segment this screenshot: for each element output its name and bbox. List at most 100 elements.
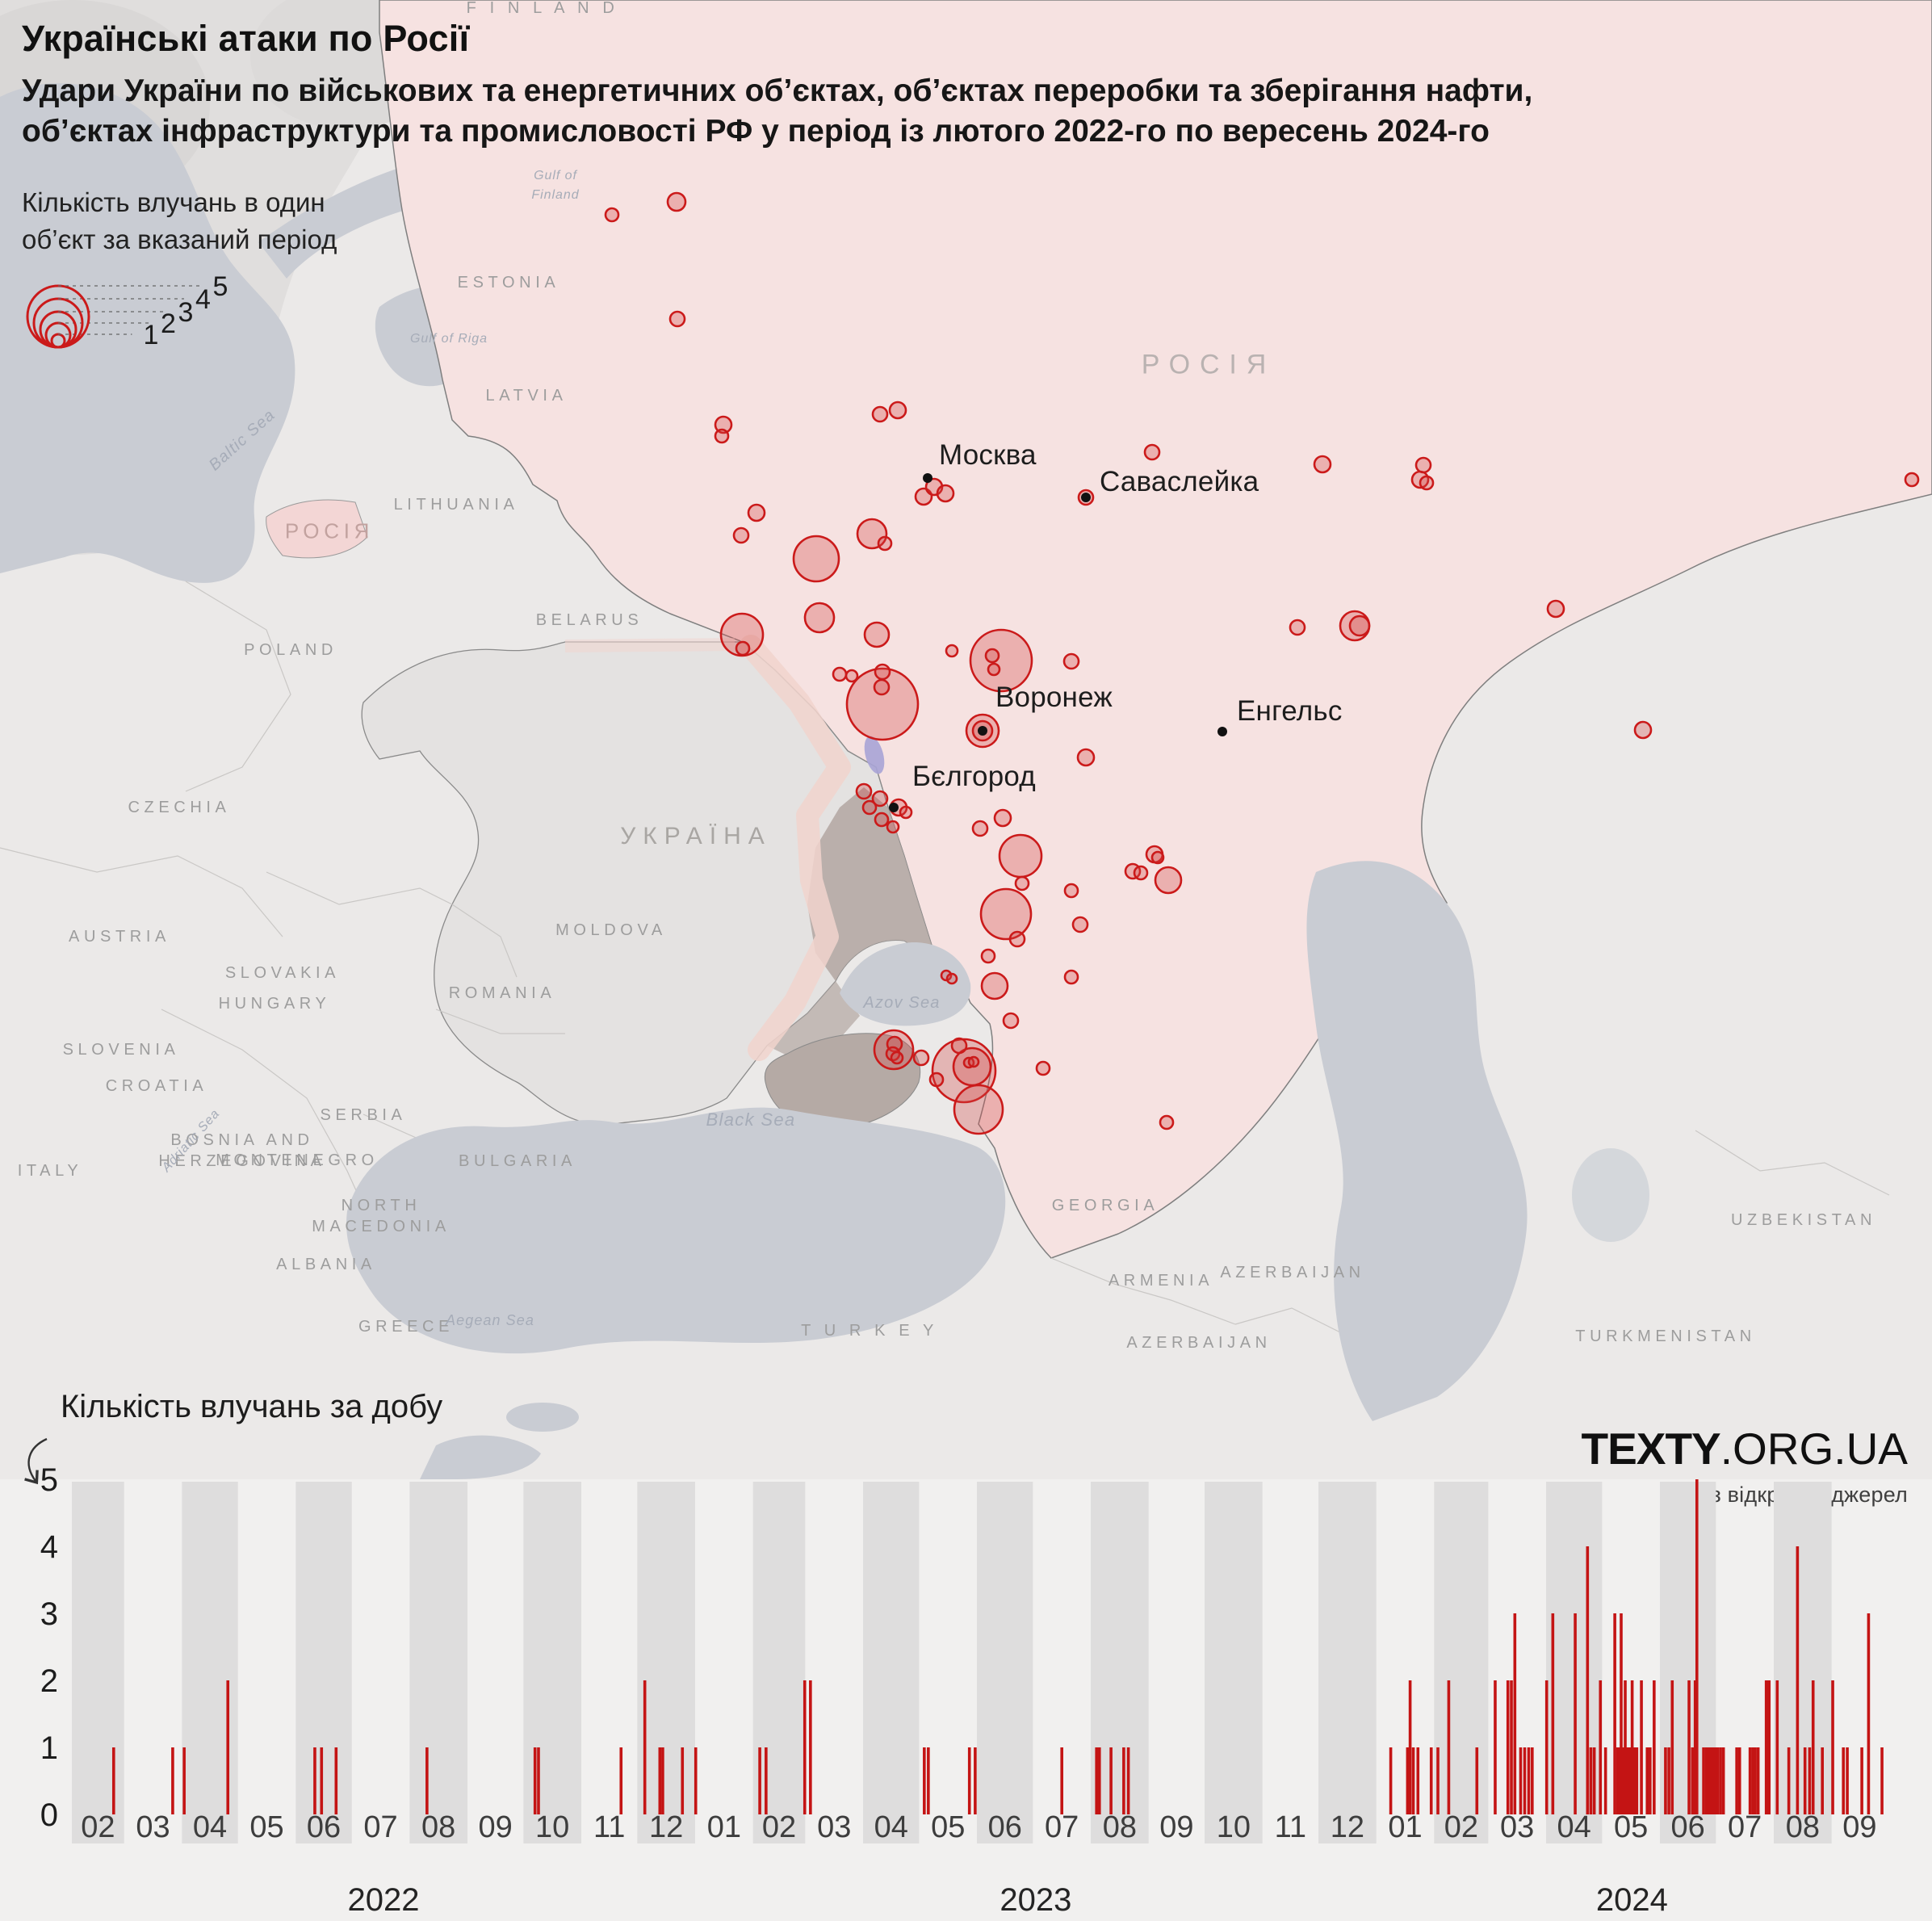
attack-bar	[1632, 1747, 1637, 1814]
attack-bar	[1702, 1747, 1705, 1814]
attack-bubble	[666, 191, 687, 212]
month-tick: 05	[249, 1810, 283, 1844]
attack-bubble	[1014, 875, 1030, 891]
country-label-poland: POLAND	[244, 641, 337, 659]
country-label-uzbekistan: UZBEKISTAN	[1730, 1211, 1877, 1229]
attack-bar	[1416, 1747, 1420, 1814]
attack-bubble	[886, 820, 900, 834]
country-label-bosnia-and-herzegovina: BOSNIA AND HERZEGOVINA	[158, 1131, 326, 1170]
month-tick: 10	[535, 1810, 569, 1844]
attack-bar	[1122, 1747, 1125, 1814]
month-tick: 08	[421, 1810, 455, 1844]
attack-bar	[1626, 1747, 1629, 1814]
month-tick: 09	[479, 1810, 513, 1844]
month-tick: 11	[1275, 1810, 1306, 1844]
attack-bar	[694, 1747, 698, 1814]
attack-bubble	[855, 782, 873, 800]
title-arrow	[24, 1437, 48, 1485]
attack-bar	[1411, 1747, 1415, 1814]
attack-bubbles-layer	[604, 191, 1920, 1135]
attack-bubble	[1904, 472, 1920, 488]
attack-bar	[1767, 1680, 1771, 1814]
attack-bar	[1618, 1747, 1622, 1814]
attack-bar	[1603, 1747, 1607, 1814]
attack-bar	[1095, 1747, 1098, 1814]
attack-bubble	[668, 310, 686, 328]
country-label-latvia: LATVIA	[485, 387, 568, 405]
attack-bar	[1060, 1747, 1064, 1814]
attack-bar	[1748, 1747, 1752, 1814]
country-label-austria: AUSTRIA	[69, 928, 170, 946]
city-dots-layer	[889, 473, 1227, 812]
garabogaz-gulf	[1572, 1148, 1649, 1242]
country-label-czechia: CZECHIA	[128, 799, 231, 816]
country-label-italy: ITALY	[17, 1162, 83, 1180]
attack-bar	[1447, 1680, 1451, 1814]
month-band	[72, 1482, 124, 1843]
month-band	[863, 1482, 920, 1843]
y-tick-3: 3	[40, 1596, 58, 1632]
country-label-belarus: BELARUS	[535, 611, 643, 629]
year-label-2022: 2022	[348, 1882, 420, 1918]
attack-bar	[619, 1747, 623, 1814]
attack-bar	[1751, 1747, 1755, 1814]
attack-bar	[1842, 1747, 1846, 1814]
month-band	[295, 1482, 352, 1843]
attack-bar	[1846, 1747, 1849, 1814]
attack-bar	[1527, 1747, 1531, 1814]
attack-bar	[1803, 1747, 1807, 1814]
russia-region	[379, 0, 1932, 1259]
attack-bubble	[861, 799, 878, 816]
country-label-albania: ALBANIA	[276, 1256, 376, 1273]
attack-bar	[1544, 1680, 1549, 1814]
month-tick: 06	[988, 1810, 1022, 1844]
attack-bar	[758, 1747, 761, 1814]
country-label-t-u-r-k-e-y: T U R K E Y	[801, 1322, 938, 1340]
attack-bar	[1695, 1479, 1699, 1814]
attack-bubble	[732, 526, 750, 544]
attack-bar	[1880, 1747, 1884, 1814]
attack-bar	[1808, 1747, 1812, 1814]
baltic-sea	[0, 83, 295, 583]
month-bands	[72, 1482, 1832, 1843]
attack-bubble	[1008, 930, 1026, 948]
month-tick: 12	[649, 1810, 683, 1844]
attack-bubble	[912, 1049, 930, 1067]
occupied-donbas	[807, 787, 937, 981]
attack-bubble	[979, 887, 1033, 941]
month-tick: 12	[1331, 1810, 1364, 1844]
attack-bubble	[1002, 1012, 1020, 1030]
country-label-lithuania: LITHUANIA	[393, 496, 519, 514]
attack-bubble	[874, 812, 890, 828]
attack-bar	[1513, 1613, 1517, 1814]
legend-number-4: 4	[195, 284, 211, 315]
attack-bar	[809, 1680, 812, 1814]
attack-bubble	[871, 405, 889, 423]
attack-bubble	[899, 805, 913, 820]
chart-title: Кількість влучань за добу	[61, 1389, 443, 1424]
attack-bubble	[863, 621, 891, 648]
border-fringe	[564, 638, 736, 652]
attack-bar	[537, 1747, 540, 1814]
sea-label-black-sea: Black Sea	[706, 1109, 796, 1130]
attack-bubble	[1414, 456, 1432, 474]
attack-bubble	[1546, 599, 1565, 619]
attack-bar	[1821, 1747, 1824, 1814]
attack-bubble	[844, 669, 859, 683]
attack-bar	[1097, 1747, 1101, 1814]
attack-bar	[1406, 1747, 1410, 1814]
attack-bar	[1519, 1747, 1523, 1814]
attack-bubble	[945, 972, 958, 985]
attack-bar	[974, 1747, 977, 1814]
attack-bar	[923, 1747, 926, 1814]
month-tick: 07	[363, 1810, 397, 1844]
y-tick-0: 0	[40, 1797, 58, 1833]
subtitle-line-1: Удари України по військових та енергетич…	[22, 73, 1533, 108]
country-label-north-macedonia: NORTH MACEDONIA	[312, 1197, 451, 1235]
country-label-armenia: ARMENIA	[1108, 1272, 1214, 1290]
month-tick: 05	[931, 1810, 965, 1844]
country-label-georgia: GEORGIA	[1051, 1197, 1159, 1214]
attack-bubble	[967, 1055, 980, 1068]
attack-bar	[1645, 1747, 1649, 1814]
attack-bar	[1756, 1747, 1760, 1814]
